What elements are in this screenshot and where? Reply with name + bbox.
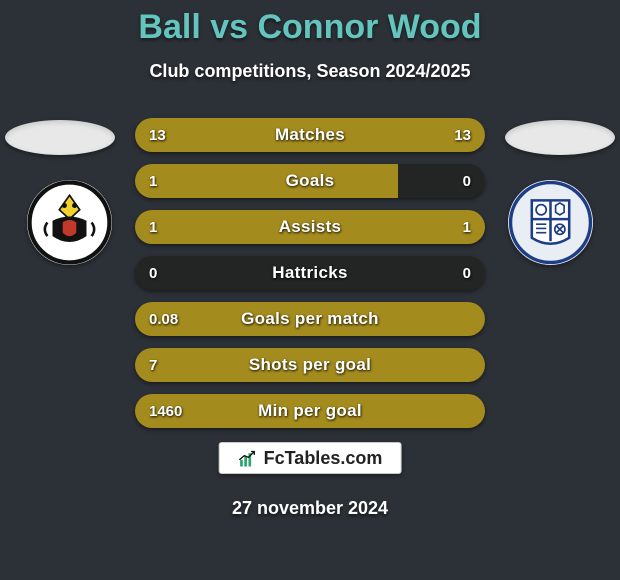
page-subtitle: Club competitions, Season 2024/2025 xyxy=(0,61,620,82)
page-title: Ball vs Connor Wood xyxy=(0,0,620,47)
stat-label: Min per goal xyxy=(135,394,485,428)
stat-row: Assists1 1 xyxy=(135,210,485,244)
player-photo-left xyxy=(5,120,115,155)
stat-row: Hattricks0 0 xyxy=(135,256,485,290)
stat-value-left: 1 xyxy=(149,210,157,244)
stat-label: Matches xyxy=(135,118,485,152)
stat-value-left: 0 xyxy=(149,256,157,290)
stat-row: Shots per goal7 xyxy=(135,348,485,382)
stat-row: Goals1 0 xyxy=(135,164,485,198)
stat-value-left: 1 xyxy=(149,164,157,198)
brand-badge: FcTables.com xyxy=(219,442,402,474)
club-crest-right xyxy=(508,180,593,265)
stat-value-left: 0.08 xyxy=(149,302,178,336)
player-photo-right xyxy=(505,120,615,155)
stat-value-left: 7 xyxy=(149,348,157,382)
stat-value-right: 0 xyxy=(463,256,471,290)
stat-value-right: 1 xyxy=(463,210,471,244)
bar-chart-icon xyxy=(238,449,258,469)
stat-label: Goals xyxy=(135,164,485,198)
stat-bars: Matches1313Goals10Assists11Hattricks00Go… xyxy=(135,118,485,440)
stat-row: Min per goal1460 xyxy=(135,394,485,428)
stat-label: Shots per goal xyxy=(135,348,485,382)
stat-value-right: 0 xyxy=(463,164,471,198)
stat-label: Goals per match xyxy=(135,302,485,336)
stat-value-left: 13 xyxy=(149,118,166,152)
stat-value-right: 13 xyxy=(454,118,471,152)
date-line: 27 november 2024 xyxy=(0,498,620,519)
stat-row: Goals per match0.08 xyxy=(135,302,485,336)
stat-value-left: 1460 xyxy=(149,394,182,428)
stat-label: Assists xyxy=(135,210,485,244)
stat-label: Hattricks xyxy=(135,256,485,290)
stat-row: Matches13 13 xyxy=(135,118,485,152)
club-crest-left xyxy=(27,180,112,265)
comparison-infographic: Ball vs Connor Wood Club competitions, S… xyxy=(0,0,620,580)
brand-text: FcTables.com xyxy=(264,448,383,469)
